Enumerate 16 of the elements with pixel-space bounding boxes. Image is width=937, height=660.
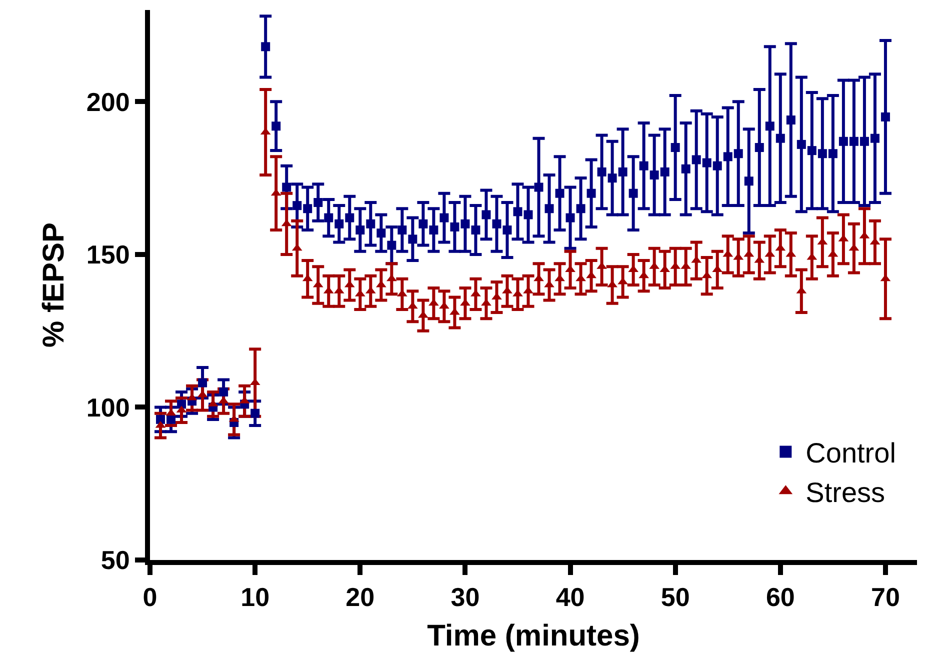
y-axis-title: % fEPSP [37,222,70,348]
x-axis-title: Time (minutes) [427,620,640,653]
x-tick-label: 10 [240,582,270,612]
x-tick-label: 20 [346,582,375,612]
y-tick-label: 150 [86,240,130,270]
legend-label: Control [806,438,896,469]
y-tick-label: 50 [100,545,130,576]
x-tick-label: 40 [556,582,585,612]
y-tick-label: 200 [86,86,130,117]
x-tick-label: 60 [766,582,795,612]
x-tick-label: 50 [660,582,690,612]
x-tick-label: 70 [871,582,900,612]
x-tick-label: 0 [142,582,158,612]
x-tick-label: 30 [450,582,480,612]
y-tick-label: 100 [86,392,130,422]
legend-label: Stress [806,477,886,508]
